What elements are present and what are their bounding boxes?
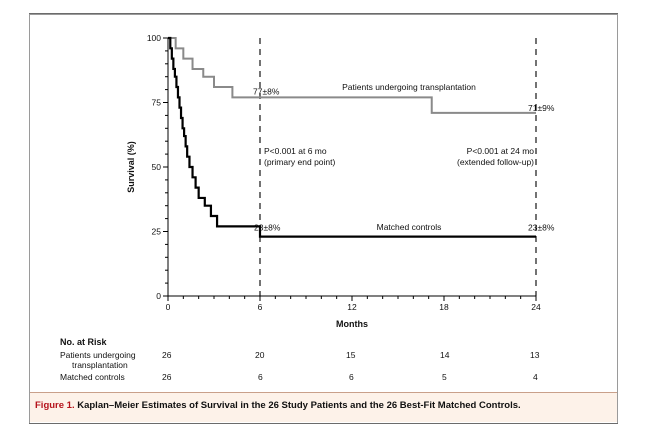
km-curve-transplantation [168,37,536,114]
km-curve-controls [168,36,536,238]
risk-row-1-label: Patients undergoing transplantation [60,350,136,370]
y-tick-label: 100 [147,33,161,43]
annotation-71: 71±9% [528,103,555,113]
annotation-p-24mo: P<0.001 at 24 mo [467,146,535,156]
figure-caption-label: Figure 1. [35,400,75,411]
figure-caption: Figure 1. Kaplan–Meier Estimates of Surv… [30,392,617,422]
y-tick-label: 0 [156,291,161,301]
risk-row-2-value-24: 4 [533,372,538,382]
risk-row-1-label-line1: Patients undergoing [60,350,136,360]
annotation-p-24mo-sub: (extended follow-up) [457,157,534,167]
series-label-transplantation: Patients undergoing transplantation [342,82,476,92]
figure-caption-text: Kaplan–Meier Estimates of Survival in th… [77,400,521,411]
risk-row-1-value-12: 15 [346,350,356,360]
risk-row-1-value-0: 26 [162,350,172,360]
bottom-rule [29,423,618,424]
risk-row-2-value-0: 26 [162,372,172,382]
series-label-controls: Matched controls [377,222,442,232]
annotation-p-6mo-sub: (primary end point) [264,157,336,167]
annotation-23-6mo: 23±8% [254,223,281,233]
risk-row-1-value-6: 20 [255,350,265,360]
risk-table-title: No. at Risk [60,337,107,347]
y-tick-label: 25 [152,227,162,237]
y-tick-label: 75 [152,98,162,108]
annotation-p-6mo: P<0.001 at 6 mo [264,146,327,156]
annotation-77: 77±8% [253,86,280,96]
risk-row-1-value-18: 14 [440,350,450,360]
risk-row-2-value-6: 6 [258,372,263,382]
km-chart: 0 25 50 75 100 0 6 12 18 24 Months Survival (%) Pati… [126,33,555,329]
x-tick-label: 24 [531,302,541,312]
x-tick-label: 6 [258,302,263,312]
x-tick-label: 12 [347,302,357,312]
risk-row-2-value-12: 6 [349,372,354,382]
x-tick-label: 18 [439,302,449,312]
annotation-23-24mo: 23±8% [528,223,555,233]
x-tick-label: 0 [166,302,171,312]
risk-row-2-value-18: 5 [442,372,447,382]
risk-row-2-label: Matched controls [60,372,125,382]
risk-row-1-label-line2: transplantation [72,360,128,370]
y-axis-label: Survival (%) [126,141,136,193]
y-tick-label: 50 [152,162,162,172]
risk-row-1-value-24: 13 [530,350,540,360]
figure-frame [29,14,618,424]
x-axis-label: Months [336,319,368,329]
